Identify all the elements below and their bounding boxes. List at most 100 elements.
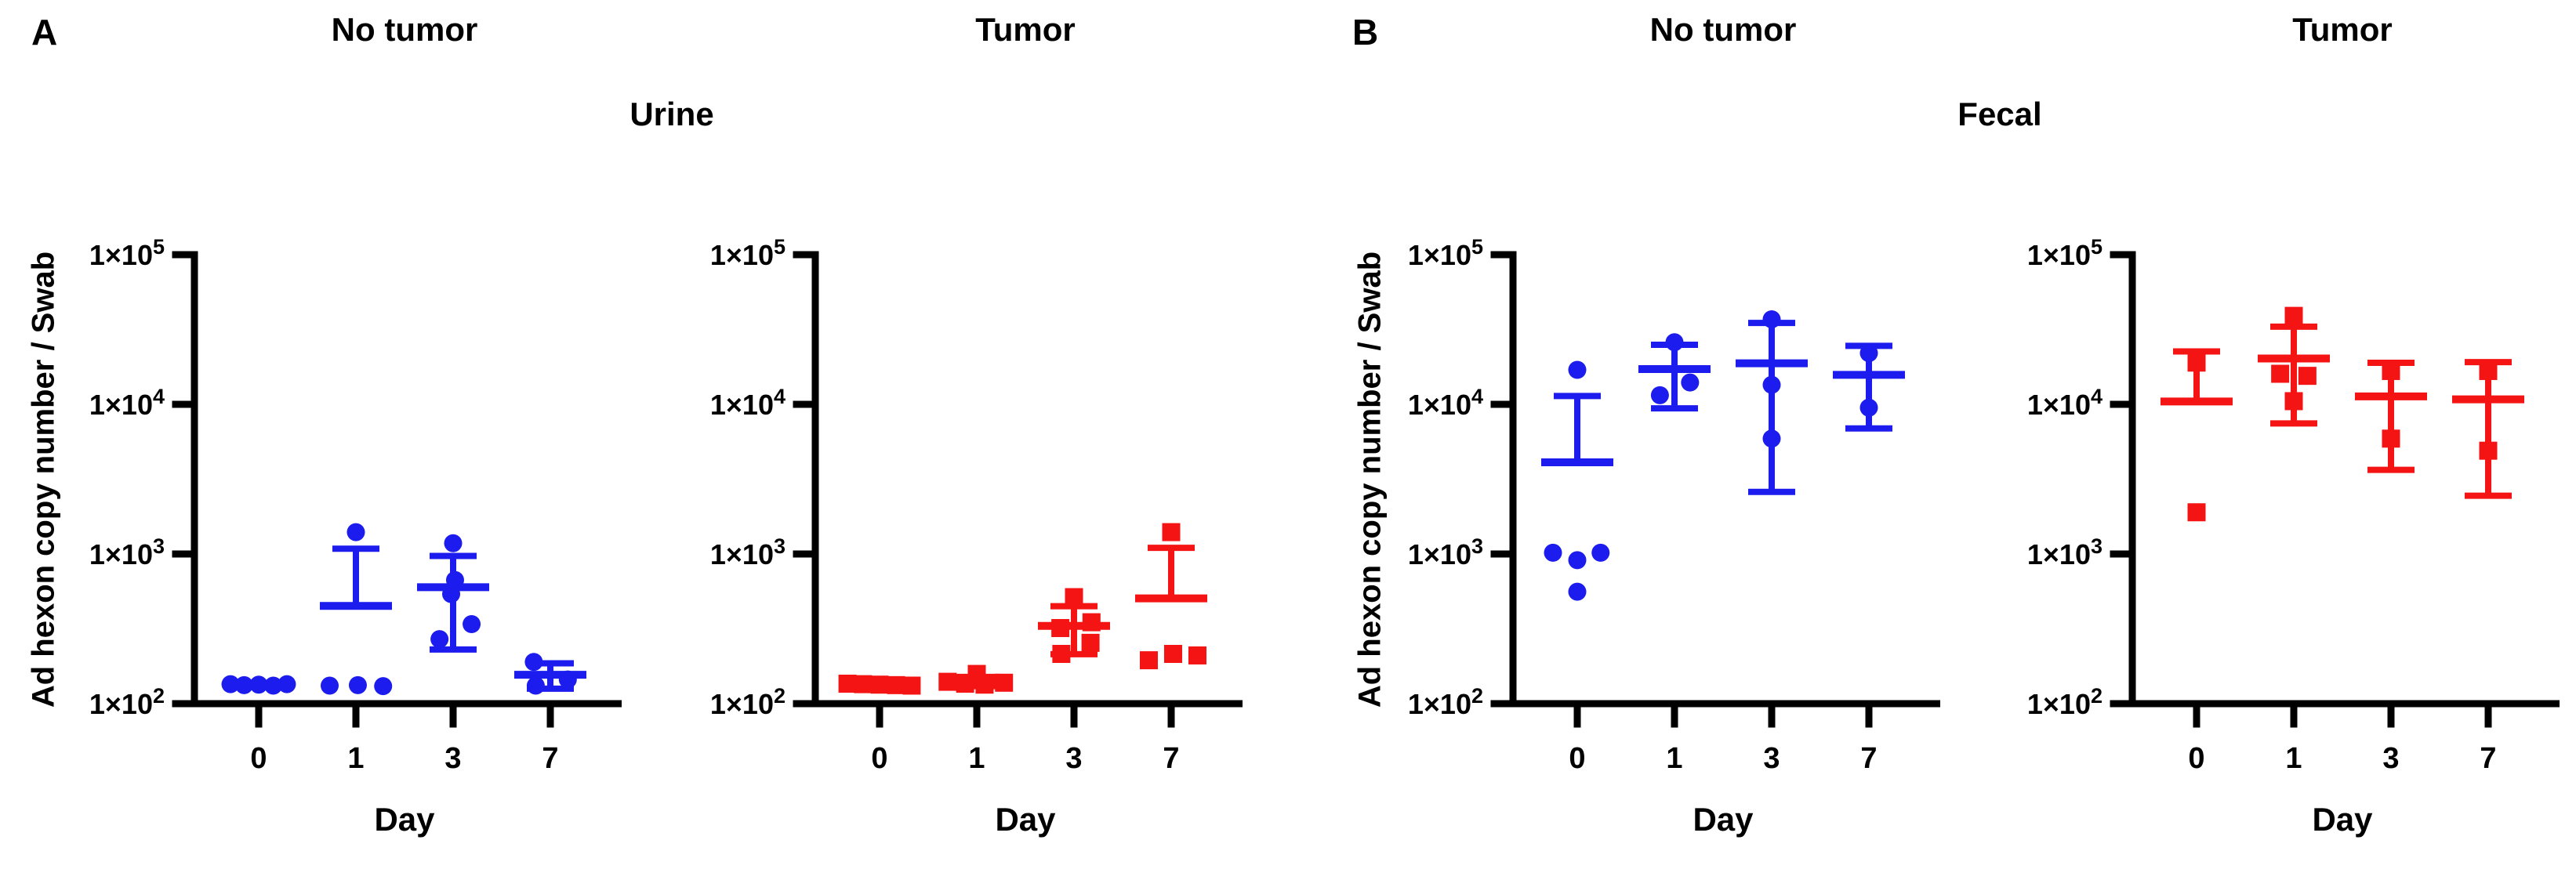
data-point [1162, 523, 1181, 541]
group-day-3-error-bar [1038, 603, 1110, 657]
data-point [1188, 646, 1206, 664]
x-axis-title: Day [2312, 801, 2373, 838]
data-point [346, 523, 365, 541]
x-tick-label: 1 [1666, 742, 1682, 775]
group-day-0-points [1544, 360, 1610, 601]
panel-a-no-tumor-title: No tumor [331, 11, 478, 48]
data-point [278, 675, 296, 693]
data-point [1681, 373, 1700, 392]
data-point [887, 675, 905, 694]
x-tick-label: 3 [1065, 742, 1082, 775]
x-tick-label: 7 [1860, 742, 1877, 775]
group-day-1-points [2271, 306, 2317, 411]
x-tick-label: 1 [968, 742, 985, 775]
data-point [1568, 582, 1587, 601]
data-point [430, 630, 449, 649]
scatter-plot-fecal-no-tumor: 1×102 1×103 1×104 1×105 0 1 3 7 Day [1408, 235, 1940, 838]
y-tick-label: 1×103 [1408, 534, 1483, 570]
y-tick-label: 1×102 [710, 684, 785, 720]
x-tick-label: 3 [444, 742, 461, 775]
x-axis-title: Day [374, 801, 435, 838]
group-day-1-points [321, 523, 393, 696]
y-tick-label: 1×104 [89, 385, 165, 421]
panel-b-tumor-title: Tumor [2292, 11, 2393, 48]
y-tick-label: 1×104 [710, 385, 785, 421]
y-tick-label: 1×102 [89, 684, 165, 720]
scatter-plot-urine-no-tumor: 1×102 1×103 1×104 1×105 0 1 3 7 Day [89, 235, 622, 838]
y-tick-label: 1×104 [2027, 385, 2103, 421]
data-point [870, 675, 889, 694]
group-day-0-error-bar [1541, 393, 1613, 466]
y-tick-label: 1×103 [710, 534, 785, 570]
data-point [1568, 551, 1587, 570]
group-day-1-error-bar [1638, 341, 1711, 412]
group-day-0-error-bar [2161, 348, 2233, 406]
y-tick-label: 1×105 [1408, 235, 1483, 271]
data-point [463, 614, 481, 633]
data-point [2271, 364, 2290, 383]
group-day-3-error-bar [1736, 320, 1808, 495]
data-point [321, 676, 339, 695]
panel-a-y-axis-title: Ad hexon copy number / Swab [26, 251, 61, 708]
data-point [902, 676, 921, 695]
x-tick-label: 0 [1569, 742, 1585, 775]
x-tick-label: 7 [542, 742, 558, 775]
group-day-3-error-bar [417, 552, 489, 653]
data-point [2284, 306, 2303, 325]
group-day-7-error-bar [1135, 545, 1207, 603]
data-point [444, 534, 463, 552]
y-tick-label: 1×105 [89, 235, 165, 271]
group-day-1-error-bar [2258, 323, 2330, 427]
data-point [1065, 588, 1083, 606]
group-day-7-error-bar [1833, 342, 1905, 432]
y-tick-label: 1×103 [2027, 534, 2103, 570]
group-day-3-error-bar [2355, 359, 2427, 473]
data-point [1544, 543, 1562, 562]
y-tick-label: 1×104 [1408, 385, 1483, 421]
x-tick-label: 3 [1763, 742, 1780, 775]
x-axis-title: Day [1693, 801, 1754, 838]
data-point [2298, 367, 2317, 386]
data-point [854, 675, 873, 693]
y-tick-label: 1×102 [2027, 684, 2103, 720]
x-tick-label: 3 [2382, 742, 2399, 775]
group-day-1-error-bar [320, 545, 392, 610]
x-tick-label: 0 [250, 742, 267, 775]
x-tick-label: 1 [2285, 742, 2302, 775]
group-day-7-error-bar [2452, 359, 2524, 499]
data-point [264, 676, 283, 695]
scatter-plot-urine-tumor: 1×102 1×103 1×104 1×105 0 1 3 7 Day [710, 235, 1243, 838]
data-point [2187, 503, 2206, 522]
data-point [234, 675, 253, 694]
y-tick-label: 1×102 [1408, 684, 1483, 720]
panel-b-label: B [1352, 12, 1379, 53]
panel-b-assay-title: Fecal [1957, 96, 2042, 132]
x-tick-label: 1 [347, 742, 364, 775]
data-point [838, 674, 857, 693]
panel-b-no-tumor-title: No tumor [1649, 11, 1797, 48]
panel-a-label: A [31, 12, 58, 53]
y-tick-label: 1×105 [710, 235, 785, 271]
data-point [1139, 651, 1158, 670]
data-point [1163, 645, 1182, 664]
x-tick-label: 7 [2480, 742, 2496, 775]
y-tick-label: 1×105 [2027, 235, 2103, 271]
data-point [374, 677, 393, 696]
group-day-0-points [838, 674, 921, 695]
data-point [1568, 360, 1587, 379]
group-day-0-points [221, 675, 296, 695]
x-tick-label: 0 [2188, 742, 2204, 775]
data-point [249, 675, 268, 694]
data-point [1081, 633, 1100, 652]
group-day-7-points [1139, 523, 1206, 670]
data-point [1591, 543, 1610, 562]
panel-a-tumor-title: Tumor [975, 11, 1076, 48]
group-day-1-error-bar [941, 673, 1013, 690]
y-tick-label: 1×103 [89, 534, 165, 570]
data-point [348, 675, 367, 694]
group-day-7-error-bar [514, 660, 586, 692]
panel-a-assay-title: Urine [629, 96, 714, 132]
x-axis-title: Day [995, 801, 1056, 838]
data-point [1650, 386, 1669, 404]
